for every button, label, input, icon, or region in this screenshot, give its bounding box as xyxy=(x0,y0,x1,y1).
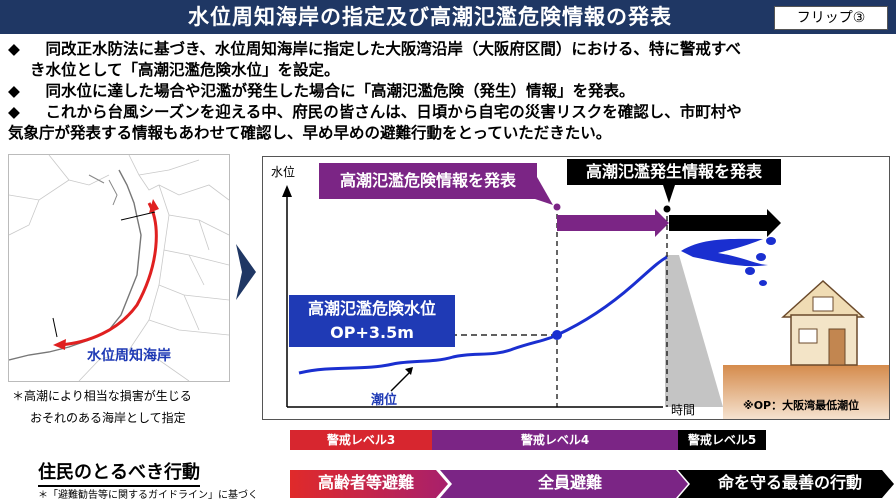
purple-arrow xyxy=(655,209,669,237)
map-label: 水位周知海岸 xyxy=(87,348,171,364)
map-caption-2: おそれのある海岸として指定 xyxy=(30,411,186,425)
level-3-bar: 警戒レベル3 xyxy=(290,430,432,450)
diamond-icon: ◆ xyxy=(8,82,20,100)
tide-label: 潮位 xyxy=(371,393,398,408)
actions-note: ＊「避難勧告等に関するガイドライン」に基づく xyxy=(38,490,258,501)
overflow-water xyxy=(681,238,768,267)
map-caption: ＊高潮により相当な損害が生じる xyxy=(12,389,192,403)
diamond-icon: ◆ xyxy=(8,103,20,121)
tide-level-chart: 水位 時間 高潮氾濫危険情報を発表 高潮氾濫発生情報を発表 高潮氾濫危険水位 O… xyxy=(262,156,890,420)
y-axis-label: 水位 xyxy=(271,165,296,179)
danger-level-box xyxy=(289,295,455,347)
action-elderly-evacuation: 高齢者等避難 xyxy=(317,473,414,492)
page-title: 水位周知海岸の指定及び高潮氾濫危険情報の発表 xyxy=(188,5,672,29)
x-axis-label: 時間 xyxy=(671,403,696,417)
actions-title: 住民のとるべき行動 xyxy=(38,458,200,487)
level-5-bar: 警戒レベル5 xyxy=(678,430,766,450)
bullet-2-line1: 同水位に達した場合や氾濫が発生した場合に「高潮氾濫危険（発生）情報」を発表。 xyxy=(30,82,635,100)
osaka-bay-map: 水位周知海岸 xyxy=(8,154,230,382)
bullet-1-line2: き水位として「高潮氾濫危険水位」を設定。 xyxy=(30,61,340,79)
tide-line xyxy=(298,255,668,375)
bullet-1: ◆ 同改正水防法に基づき、水位周知海岸に指定した大阪湾沿岸（大阪府区間）における… xyxy=(8,38,888,60)
bullet-3-cont: 気象庁が発表する情報もあわせて確認し、早め早めの避難行動をとっていただきたい。 xyxy=(8,122,888,144)
danger-level-value: OP+3.5m xyxy=(330,323,414,342)
seawall xyxy=(665,255,723,407)
title-bar xyxy=(0,0,896,34)
tide-chart-svg xyxy=(282,159,889,419)
action-best-safety: 命を守る最善の行動 xyxy=(717,473,862,492)
bullet-1-line1: 同改正水防法に基づき、水位周知海岸に指定した大阪湾沿岸（大阪府区間）における、特… xyxy=(30,40,741,58)
ground xyxy=(723,365,889,419)
level-4-bar: 警戒レベル4 xyxy=(432,430,678,450)
bullet-3: ◆ これから台風シーズンを迎える中、府民の皆さんは、日頃から自宅の災害リスクを確… xyxy=(8,101,888,123)
bullet-1-cont: き水位として「高潮氾濫危険水位」を設定。 xyxy=(8,59,888,81)
occurrence-info-box xyxy=(567,159,781,185)
house-icon xyxy=(781,279,865,366)
bullet-3-line2: 気象庁が発表する情報もあわせて確認し、早め早めの避難行動をとっていただきたい。 xyxy=(8,124,612,142)
bullet-2: ◆ 同水位に達した場合や氾濫が発生した場合に「高潮氾濫危険（発生）情報」を発表。 xyxy=(8,80,888,102)
danger-info-label: 高潮氾濫危険情報を発表 xyxy=(339,171,516,190)
danger-level-label: 高潮氾濫危険水位 xyxy=(307,299,436,318)
bullet-3-line1: これから台風シーズンを迎える中、府民の皆さんは、日頃から自宅の災害リスクを確認し… xyxy=(30,103,742,121)
danger-info-box xyxy=(319,163,537,199)
danger-level-point xyxy=(552,330,562,340)
occurrence-info-label: 高潮氾濫発生情報を発表 xyxy=(585,162,762,181)
flip-badge: フリップ③ xyxy=(774,6,888,30)
action-all-evacuation: 全員避難 xyxy=(537,473,602,492)
op-note: ※OP：大阪湾最低潮位 xyxy=(743,399,860,412)
map-drawing xyxy=(8,154,230,382)
diamond-icon: ◆ xyxy=(8,40,20,58)
action-arrows xyxy=(290,470,896,502)
black-arrow xyxy=(767,209,781,237)
chevron-right-icon xyxy=(236,244,256,304)
